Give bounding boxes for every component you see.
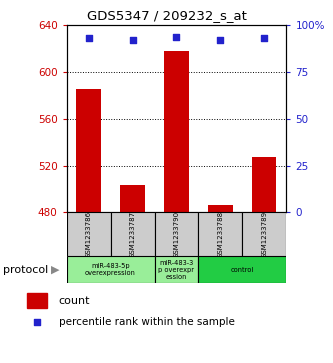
Text: control: control bbox=[231, 266, 254, 273]
Bar bbox=[155, 256, 198, 283]
Text: GDS5347 / 209232_s_at: GDS5347 / 209232_s_at bbox=[87, 9, 246, 22]
Bar bbox=[198, 256, 286, 283]
Point bbox=[86, 36, 91, 41]
Bar bbox=[155, 212, 198, 256]
Point bbox=[174, 34, 179, 40]
Point bbox=[34, 319, 40, 325]
Bar bbox=[252, 158, 276, 212]
Text: protocol: protocol bbox=[3, 265, 49, 274]
Bar bbox=[242, 212, 286, 256]
Text: miR-483-3
p overexpr
ession: miR-483-3 p overexpr ession bbox=[159, 260, 194, 280]
Text: GSM1233790: GSM1233790 bbox=[173, 211, 179, 258]
Bar bbox=[198, 212, 242, 256]
Bar bbox=[165, 51, 188, 212]
Text: GSM1233788: GSM1233788 bbox=[217, 211, 223, 258]
Bar bbox=[111, 212, 155, 256]
Bar bbox=[121, 185, 145, 212]
Bar bbox=[67, 256, 155, 283]
Bar bbox=[208, 205, 232, 212]
Bar bbox=[67, 212, 111, 256]
Bar bbox=[27, 293, 47, 309]
Text: GSM1233787: GSM1233787 bbox=[130, 211, 136, 258]
Text: ▶: ▶ bbox=[51, 265, 60, 274]
Bar bbox=[77, 89, 101, 212]
Text: GSM1233789: GSM1233789 bbox=[261, 211, 267, 258]
Point bbox=[262, 36, 267, 41]
Text: count: count bbox=[59, 296, 90, 306]
Text: GSM1233786: GSM1233786 bbox=[86, 211, 92, 258]
Point bbox=[130, 37, 135, 43]
Text: percentile rank within the sample: percentile rank within the sample bbox=[59, 317, 235, 327]
Point bbox=[218, 37, 223, 43]
Text: miR-483-5p
overexpression: miR-483-5p overexpression bbox=[85, 263, 136, 276]
